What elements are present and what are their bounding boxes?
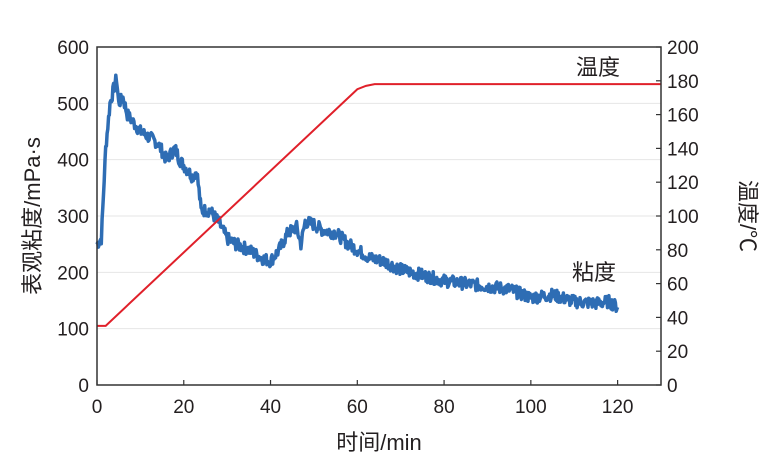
x-tick-label: 120: [602, 397, 634, 418]
y2-tick-label: 140: [667, 139, 699, 160]
y2-axis-label: 温度/℃: [735, 180, 760, 252]
y-axis-label: 表观粘度/mPa·s: [20, 137, 45, 295]
y-tick-label: 100: [57, 320, 89, 341]
y2-tick-label: 20: [667, 342, 688, 363]
y2-tick-label: 160: [667, 106, 699, 127]
axis-ticks: 0100200300400500600020406080100120140160…: [57, 38, 698, 418]
legend-temperature: 温度: [576, 55, 620, 80]
series-lines: [95, 73, 661, 327]
y2-tick-label: 0: [667, 376, 678, 397]
y2-tick-label: 40: [667, 308, 688, 329]
viscosity-line: [95, 73, 620, 314]
y-tick-label: 400: [57, 151, 89, 172]
x-axis-label: 时间/min: [336, 430, 422, 455]
y-tick-label: 0: [78, 376, 89, 397]
legend-viscosity: 粘度: [572, 260, 616, 285]
x-tick-label: 60: [347, 397, 368, 418]
x-tick-label: 100: [515, 397, 547, 418]
y-tick-label: 500: [57, 94, 89, 115]
y2-tick-label: 80: [667, 241, 688, 262]
y-tick-label: 600: [57, 38, 89, 59]
x-tick-label: 0: [92, 397, 103, 418]
y-tick-label: 300: [57, 207, 89, 228]
y2-tick-label: 200: [667, 38, 699, 59]
x-tick-label: 20: [173, 397, 194, 418]
y2-tick-label: 180: [667, 72, 699, 93]
y-tick-label: 200: [57, 263, 89, 284]
y2-tick-label: 120: [667, 173, 699, 194]
gridlines: [97, 102, 661, 330]
temperature-line: [97, 83, 661, 327]
x-tick-label: 80: [434, 397, 455, 418]
y2-tick-label: 60: [667, 275, 688, 296]
y2-tick-label: 100: [667, 207, 699, 228]
x-tick-label: 40: [260, 397, 281, 418]
